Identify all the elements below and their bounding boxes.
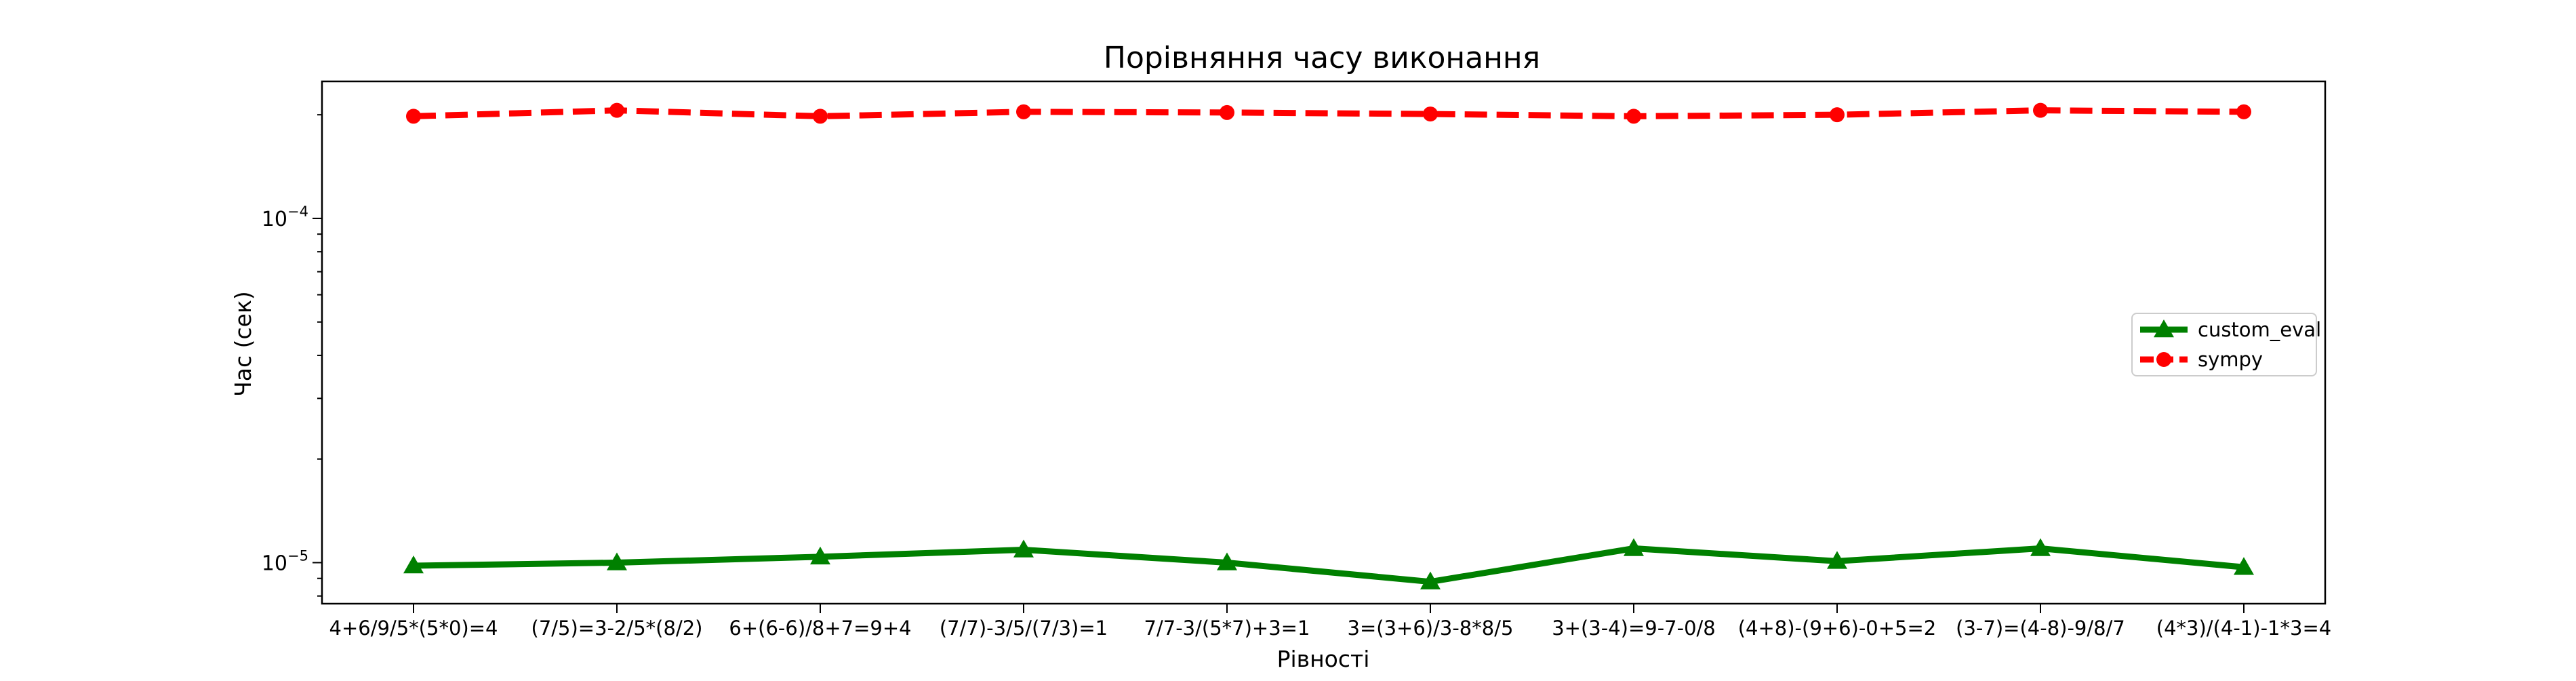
data-point-sympy xyxy=(813,109,828,124)
data-point-custom-eval xyxy=(2234,557,2254,575)
data-point-custom-eval xyxy=(1624,538,1644,556)
data-point-sympy xyxy=(406,109,421,124)
data-point-sympy xyxy=(2236,104,2251,119)
x-tick-label: 7/7-3/(5*7)+3=1 xyxy=(1144,617,1310,640)
x-tick-label: (7/5)=3-2/5*(8/2) xyxy=(531,617,703,640)
x-tick-label: 6+(6-6)/8+7=9+4 xyxy=(729,617,911,640)
data-point-sympy xyxy=(1830,107,1845,123)
data-point-custom-eval xyxy=(1217,552,1237,570)
data-point-custom-eval xyxy=(810,546,830,565)
legend-label: sympy xyxy=(2198,348,2263,371)
x-tick-label: (4*3)/(4-1)-1*3=4 xyxy=(2156,617,2331,640)
x-tick-label: (4+8)-(9+6)-0+5=2 xyxy=(1738,617,1937,640)
data-point-custom-eval xyxy=(1420,571,1441,589)
series-line-sympy xyxy=(413,107,2245,119)
plot-frame xyxy=(321,80,2327,605)
data-point-custom-eval xyxy=(403,555,424,574)
data-point-custom-eval xyxy=(607,552,627,570)
data-point-custom-eval xyxy=(1827,551,1847,569)
legend-marker xyxy=(2156,352,2171,367)
data-point-sympy xyxy=(1220,104,1234,120)
x-tick-label: 4+6/9/5*(5*0)=4 xyxy=(329,617,498,640)
data-point-sympy xyxy=(1423,106,1438,122)
x-tick-label: (7/7)-3/5/(7/3)=1 xyxy=(940,617,1108,640)
data-point-custom-eval xyxy=(2030,538,2051,556)
data-point-custom-eval xyxy=(1013,539,1034,558)
series-line-custom-eval xyxy=(413,545,2245,585)
data-point-sympy xyxy=(609,102,624,118)
data-point-sympy xyxy=(1626,109,1641,124)
y-axis-label: Час (сек) xyxy=(230,291,256,397)
x-tick-label: (3-7)=(4-8)-9/8/7 xyxy=(1956,617,2125,640)
plot-area: 10−510−44+6/9/5*(5*0)=4 (7/5)=3-2/5*(8/2)… xyxy=(262,80,2331,640)
data-point-sympy xyxy=(2033,102,2048,118)
x-tick-label: 3=(3+6)/3-8*8/5 xyxy=(1348,617,1514,640)
x-axis-label: Рівності xyxy=(1277,646,1370,672)
x-tick-label: 3+(3-4)=9-7-0/8 xyxy=(1552,617,1716,640)
legend-marker xyxy=(2154,319,2174,338)
chart-title: Порівняння часу виконання xyxy=(1104,41,1540,75)
data-point-sympy xyxy=(1016,104,1031,119)
legend-label: custom_eval xyxy=(2198,318,2321,341)
